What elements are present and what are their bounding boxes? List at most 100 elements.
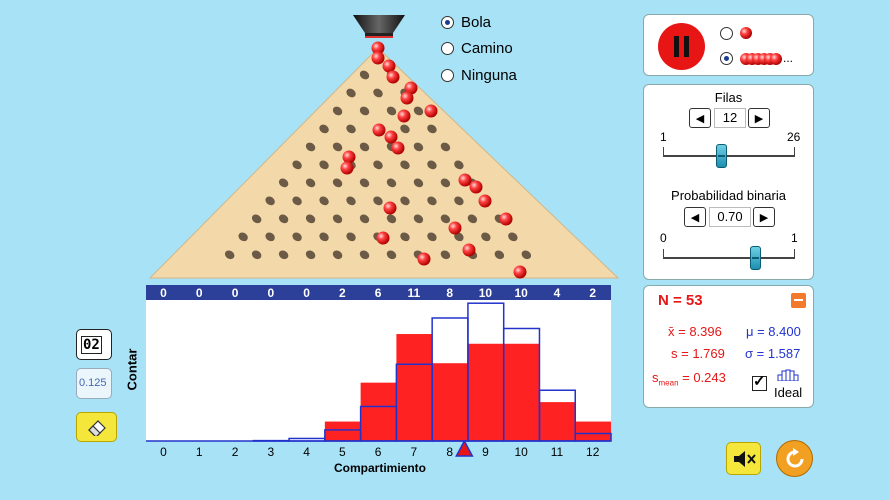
bin-count: 0: [195, 286, 203, 300]
peg: [440, 214, 451, 224]
radio-bola[interactable]: Bola: [441, 14, 491, 31]
ball: [371, 51, 385, 65]
radio-camino-label: Camino: [461, 40, 513, 57]
bin-label: 4: [303, 445, 310, 459]
standard-error: smean = 0.243: [652, 370, 726, 388]
peg: [238, 232, 248, 242]
ball-stream-ellipsis: ...: [783, 51, 794, 65]
statistics-panel: N = 53 x̄ = 8.396 μ = 8.400 s = 1.769 σ …: [643, 285, 814, 408]
rows-slider-tick-max: [794, 147, 795, 156]
rows-min-label: 1: [660, 130, 667, 144]
eraser-button[interactable]: [76, 412, 117, 442]
peg: [440, 142, 451, 152]
peg: [305, 142, 316, 152]
peg: [251, 250, 262, 260]
bin-label: 9: [482, 445, 489, 459]
mean-marker-icon: [455, 439, 474, 457]
radio-camino[interactable]: Camino: [441, 40, 513, 57]
peg: [319, 124, 329, 134]
peg: [332, 178, 343, 188]
radio-ninguna-circle[interactable]: [441, 69, 454, 82]
ball: [383, 201, 397, 215]
sample-mean: x̄ = 8.396: [668, 324, 722, 339]
bin-label: 12: [586, 445, 600, 459]
peg: [319, 160, 329, 170]
probability-increase-button[interactable]: ▶: [753, 207, 775, 227]
peg: [400, 124, 410, 134]
peg: [413, 214, 424, 224]
rows-label: Filas: [714, 90, 743, 105]
ball: [478, 194, 492, 208]
radio-camino-circle[interactable]: [441, 42, 454, 55]
x-axis-label: Compartimiento: [333, 461, 426, 475]
probability-toggle-button[interactable]: 0.125: [76, 368, 112, 399]
radio-ninguna-label: Ninguna: [461, 67, 517, 84]
radio-single-ball[interactable]: [720, 27, 733, 40]
ball: [391, 141, 405, 155]
bin-count: 2: [589, 286, 597, 300]
peg: [292, 196, 302, 206]
peg: [454, 232, 464, 242]
playback-panel: ...: [643, 14, 814, 76]
peg: [305, 214, 316, 224]
ball: [424, 104, 438, 118]
probability-slider-track[interactable]: [663, 257, 795, 259]
rows-slider-thumb[interactable]: [716, 144, 728, 168]
peg: [440, 178, 451, 188]
histogram-bar: [432, 363, 468, 441]
bin-label: 1: [195, 445, 203, 459]
radio-bola-label: Bola: [461, 14, 492, 31]
bin-count: 0: [160, 286, 167, 300]
probability-value: 0.70: [709, 207, 751, 227]
ideal-checkbox[interactable]: ✓: [752, 373, 767, 391]
bin-count: 2: [339, 286, 346, 300]
pause-icon: [674, 36, 679, 57]
peg: [359, 214, 370, 224]
bin-count: 8: [446, 286, 453, 300]
ball: [417, 252, 431, 266]
probability-decrease-button[interactable]: ◀: [684, 207, 706, 227]
rows-increase-button[interactable]: ▶: [748, 108, 770, 128]
peg: [251, 214, 262, 224]
bin-label: 7: [410, 445, 418, 459]
probability-toggle-label: 0.125: [79, 377, 107, 389]
probability-slider-thumb[interactable]: [750, 246, 762, 270]
pause-icon-right: [684, 36, 689, 57]
bin-label: 2: [231, 445, 239, 459]
radio-ball-stream[interactable]: [720, 52, 733, 65]
peg: [278, 178, 289, 188]
sample-sd: s = 1.769: [671, 346, 725, 361]
peg: [400, 160, 410, 170]
mute-button[interactable]: [726, 442, 761, 475]
counter-toggle-button[interactable]: 02: [76, 329, 112, 360]
collapse-button[interactable]: [791, 293, 806, 308]
peg: [413, 142, 424, 152]
reset-button[interactable]: [776, 440, 813, 477]
reset-icon: [786, 448, 804, 468]
peg: [332, 250, 343, 260]
smean-prefix: s: [652, 370, 659, 385]
ball: [404, 81, 418, 95]
radio-ninguna[interactable]: Ninguna: [441, 67, 517, 84]
peg: [413, 106, 424, 116]
probability-min-label: 0: [660, 231, 667, 245]
peg: [359, 106, 370, 116]
peg: [454, 160, 464, 170]
histogram-bar: [324, 421, 361, 441]
ball: [386, 70, 400, 84]
peg: [359, 142, 370, 152]
ball: [400, 91, 414, 105]
rows-decrease-button[interactable]: ◀: [689, 108, 711, 128]
peg: [386, 178, 397, 188]
peg: [224, 250, 235, 260]
peg: [454, 196, 464, 206]
peg: [494, 250, 505, 260]
rows-slider-track[interactable]: [663, 155, 795, 157]
ball-count: N = 53: [658, 292, 703, 309]
ideal-label: Ideal: [774, 385, 803, 400]
radio-bola-circle[interactable]: [441, 16, 454, 29]
rows-value: 12: [714, 108, 746, 128]
bin-count: 6: [374, 286, 382, 300]
pause-button[interactable]: [658, 23, 705, 70]
histogram-bar: [539, 402, 576, 441]
